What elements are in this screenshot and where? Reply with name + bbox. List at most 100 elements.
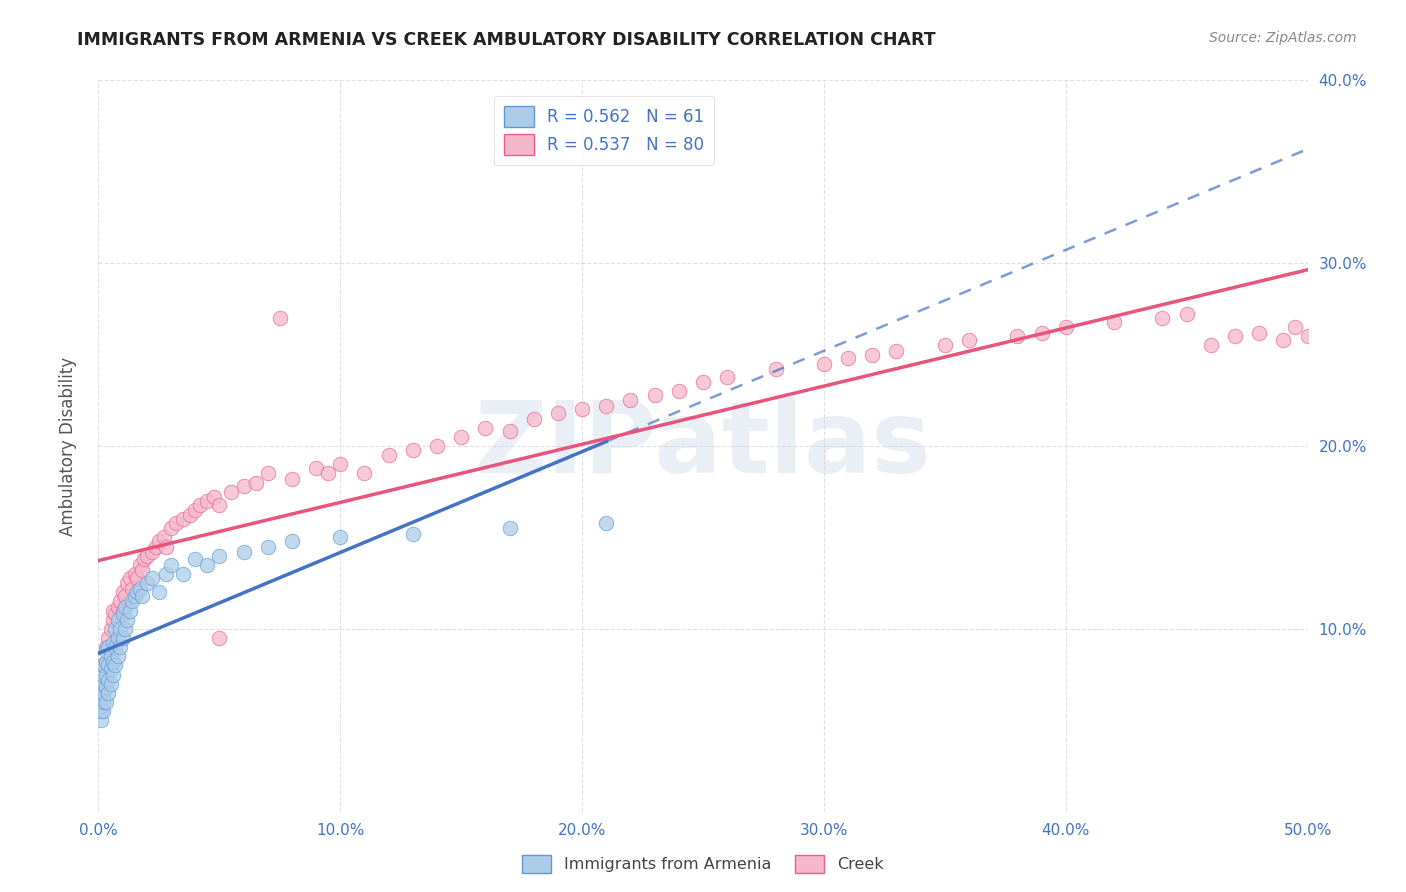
Point (232, 479, 254, 493)
Point (131, 563, 153, 577)
Point (668, 384, 690, 398)
Point (114, 589, 136, 603)
Point (141, 571, 163, 585)
Point (195, 558, 218, 572)
Point (232, 545, 254, 559)
Point (94, 667, 117, 681)
Point (91, 704, 114, 718)
Point (221, 484, 243, 499)
Point (141, 545, 163, 559)
Point (101, 613, 124, 627)
Point (97, 640, 120, 655)
Point (256, 540, 278, 554)
Point (1054, 320, 1077, 334)
Point (107, 649, 129, 664)
Point (91, 695, 114, 709)
Point (1031, 326, 1053, 340)
Point (148, 534, 170, 549)
Point (1223, 329, 1246, 343)
Point (131, 589, 153, 603)
Point (547, 406, 569, 420)
Point (179, 508, 201, 523)
Point (813, 357, 835, 371)
Y-axis label: Ambulatory Disability: Ambulatory Disability (59, 357, 77, 535)
Point (111, 631, 134, 645)
Point (281, 472, 304, 486)
Point (188, 498, 211, 512)
Point (450, 430, 472, 444)
Point (1249, 326, 1271, 340)
Point (1284, 320, 1306, 334)
Point (316, 467, 339, 481)
Point (426, 439, 449, 453)
Point (1102, 315, 1125, 329)
Point (195, 494, 218, 508)
Point (107, 631, 129, 645)
Point (91, 658, 114, 673)
Point (165, 516, 187, 530)
Point (100, 676, 122, 690)
Point (134, 552, 156, 566)
Point (245, 475, 267, 490)
Point (104, 640, 127, 655)
Point (97, 658, 120, 673)
Point (90, 714, 112, 728)
Point (256, 467, 278, 481)
Legend: Immigrants from Armenia, Creek: Immigrants from Armenia, Creek (516, 848, 890, 880)
Point (100, 662, 122, 676)
Point (121, 582, 143, 596)
Point (172, 512, 194, 526)
Point (124, 567, 146, 582)
Point (595, 516, 617, 530)
Point (90, 704, 112, 718)
Point (523, 411, 546, 425)
Point (1199, 338, 1222, 352)
Point (101, 603, 124, 617)
Point (957, 333, 980, 347)
Point (155, 567, 177, 582)
Point (377, 448, 399, 462)
Point (107, 613, 129, 627)
Point (94, 640, 117, 655)
Point (281, 534, 304, 549)
Point (100, 622, 122, 636)
Point (571, 402, 593, 417)
Point (101, 636, 124, 650)
Point (595, 399, 617, 413)
Point (155, 540, 177, 554)
Point (117, 613, 139, 627)
Point (101, 667, 124, 681)
Point (644, 388, 666, 402)
Point (94, 695, 117, 709)
Point (135, 576, 157, 591)
Point (104, 607, 127, 622)
Point (837, 351, 859, 366)
Point (127, 585, 149, 599)
Point (353, 467, 375, 481)
Point (118, 603, 141, 617)
Point (91, 667, 114, 681)
Point (860, 347, 883, 362)
Point (1007, 329, 1029, 343)
Point (1272, 333, 1295, 347)
Point (90, 681, 112, 695)
Point (1296, 329, 1319, 343)
Point (160, 558, 183, 572)
Point (94, 655, 117, 669)
Point (692, 375, 714, 389)
Point (108, 640, 131, 655)
Point (204, 490, 226, 504)
Point (91, 686, 114, 700)
Point (91, 676, 114, 690)
Point (329, 530, 352, 544)
Point (114, 622, 136, 636)
Point (91, 658, 114, 673)
Point (94, 644, 117, 658)
Text: Source: ZipAtlas.com: Source: ZipAtlas.com (1209, 31, 1357, 45)
Point (148, 585, 170, 599)
Point (104, 658, 127, 673)
Point (107, 599, 129, 614)
Point (108, 594, 131, 608)
Legend: R = 0.562   N = 61, R = 0.537   N = 80: R = 0.562 N = 61, R = 0.537 N = 80 (494, 96, 714, 165)
Point (474, 421, 496, 435)
